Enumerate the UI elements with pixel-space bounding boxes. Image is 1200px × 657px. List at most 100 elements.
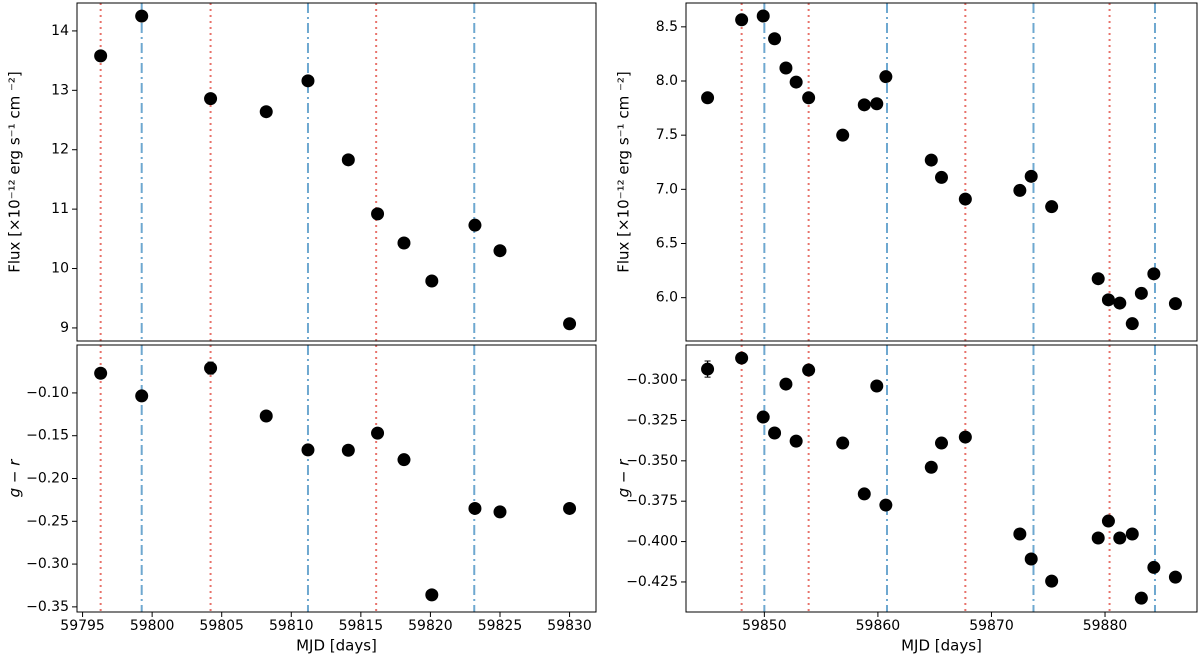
data-point (301, 74, 315, 88)
data-point (94, 366, 108, 380)
x-tick-label: 59820 (408, 618, 453, 634)
data-point (371, 207, 385, 221)
y-tick-label: 8.5 (656, 19, 678, 35)
data-point (701, 362, 715, 376)
data-point (701, 91, 715, 105)
data-point (924, 153, 938, 167)
data-point (341, 443, 355, 457)
y-tick-label: −0.400 (626, 534, 678, 550)
data-point (735, 351, 749, 365)
data-point (1125, 527, 1139, 541)
y-tick-label: −0.10 (26, 385, 69, 401)
y-tick-label: 6.5 (656, 236, 678, 252)
data-point (1024, 552, 1038, 566)
data-point (924, 460, 938, 474)
y-tick-label: −0.35 (26, 599, 69, 615)
data-point (468, 218, 482, 232)
x-axis-label: MJD [days] (296, 637, 377, 655)
data-point (397, 453, 411, 467)
data-point (563, 317, 577, 331)
x-axis-label: MJD [days] (901, 637, 982, 655)
data-point (563, 501, 577, 515)
data-point (958, 192, 972, 206)
axes-frame (76, 2, 597, 342)
data-point (259, 409, 273, 423)
data-point (836, 436, 850, 450)
data-point (1147, 267, 1161, 281)
axes-frame (685, 2, 1198, 342)
y-tick-label: −0.300 (626, 372, 678, 388)
data-point (1101, 514, 1115, 528)
data-point (1113, 531, 1127, 545)
data-point (879, 498, 893, 512)
y-tick-label: 7.5 (656, 127, 678, 143)
data-point (857, 98, 871, 112)
data-point (802, 363, 816, 377)
y-tick-label: −0.15 (26, 428, 69, 444)
data-point (779, 61, 793, 75)
data-point (1013, 183, 1027, 197)
y-tick-label: 9 (60, 320, 69, 336)
axes-frame (76, 344, 597, 613)
x-tick-label: 59850 (742, 618, 787, 634)
data-point (1101, 293, 1115, 307)
y-tick-label: −0.20 (26, 471, 69, 487)
data-point (135, 9, 149, 23)
y-tick-label: 12 (51, 142, 69, 158)
axes-frame (685, 344, 1198, 613)
data-point (1091, 272, 1105, 286)
data-point (1045, 574, 1059, 588)
data-point (735, 13, 749, 27)
data-point (1045, 200, 1059, 214)
y-tick-label: 13 (51, 82, 69, 98)
x-tick-label: 59860 (856, 618, 901, 634)
data-point (789, 434, 803, 448)
x-tick-label: 59810 (269, 618, 314, 634)
data-point (425, 588, 439, 602)
x-tick-label: 59815 (339, 618, 384, 634)
data-point (1134, 591, 1148, 605)
y-tick-label: −0.30 (26, 556, 69, 572)
y-tick-label: 14 (51, 23, 69, 39)
x-tick-label: 59880 (1083, 618, 1128, 634)
data-point (756, 9, 770, 23)
data-point (879, 70, 893, 84)
data-point (779, 377, 793, 391)
x-tick-label: 59795 (60, 618, 105, 634)
y-tick-label: −0.325 (626, 412, 678, 428)
data-point (1168, 297, 1182, 311)
y-axis-label: g − r (6, 459, 24, 498)
data-point (493, 505, 507, 519)
data-point (935, 436, 948, 450)
y-tick-label: 10 (51, 261, 69, 277)
x-tick-label: 59830 (547, 618, 592, 634)
data-point (397, 236, 411, 250)
data-point (857, 487, 871, 501)
data-point (135, 389, 149, 403)
y-tick-label: −0.350 (626, 453, 678, 469)
data-point (870, 379, 884, 393)
data-point (836, 128, 850, 142)
data-point (259, 105, 273, 119)
data-point (371, 426, 385, 440)
data-point (768, 32, 782, 46)
y-tick-label: −0.375 (626, 493, 678, 509)
data-point (1134, 286, 1148, 300)
data-point (301, 443, 315, 457)
data-point (1113, 296, 1127, 310)
data-point (1091, 531, 1105, 545)
y-tick-label: 6.0 (656, 290, 678, 306)
data-point (935, 170, 948, 184)
data-point (756, 410, 770, 424)
y-tick-label: 7.0 (656, 181, 678, 197)
data-point (789, 75, 803, 89)
x-tick-label: 59805 (199, 618, 244, 634)
data-point (870, 97, 884, 111)
data-point (768, 426, 782, 440)
data-point (1013, 527, 1027, 541)
y-axis-label: Flux [×10⁻¹² erg s⁻¹ cm ⁻²] (615, 71, 633, 273)
x-tick-label: 59800 (130, 618, 175, 634)
y-tick-label: −0.425 (626, 574, 678, 590)
data-point (958, 430, 972, 444)
